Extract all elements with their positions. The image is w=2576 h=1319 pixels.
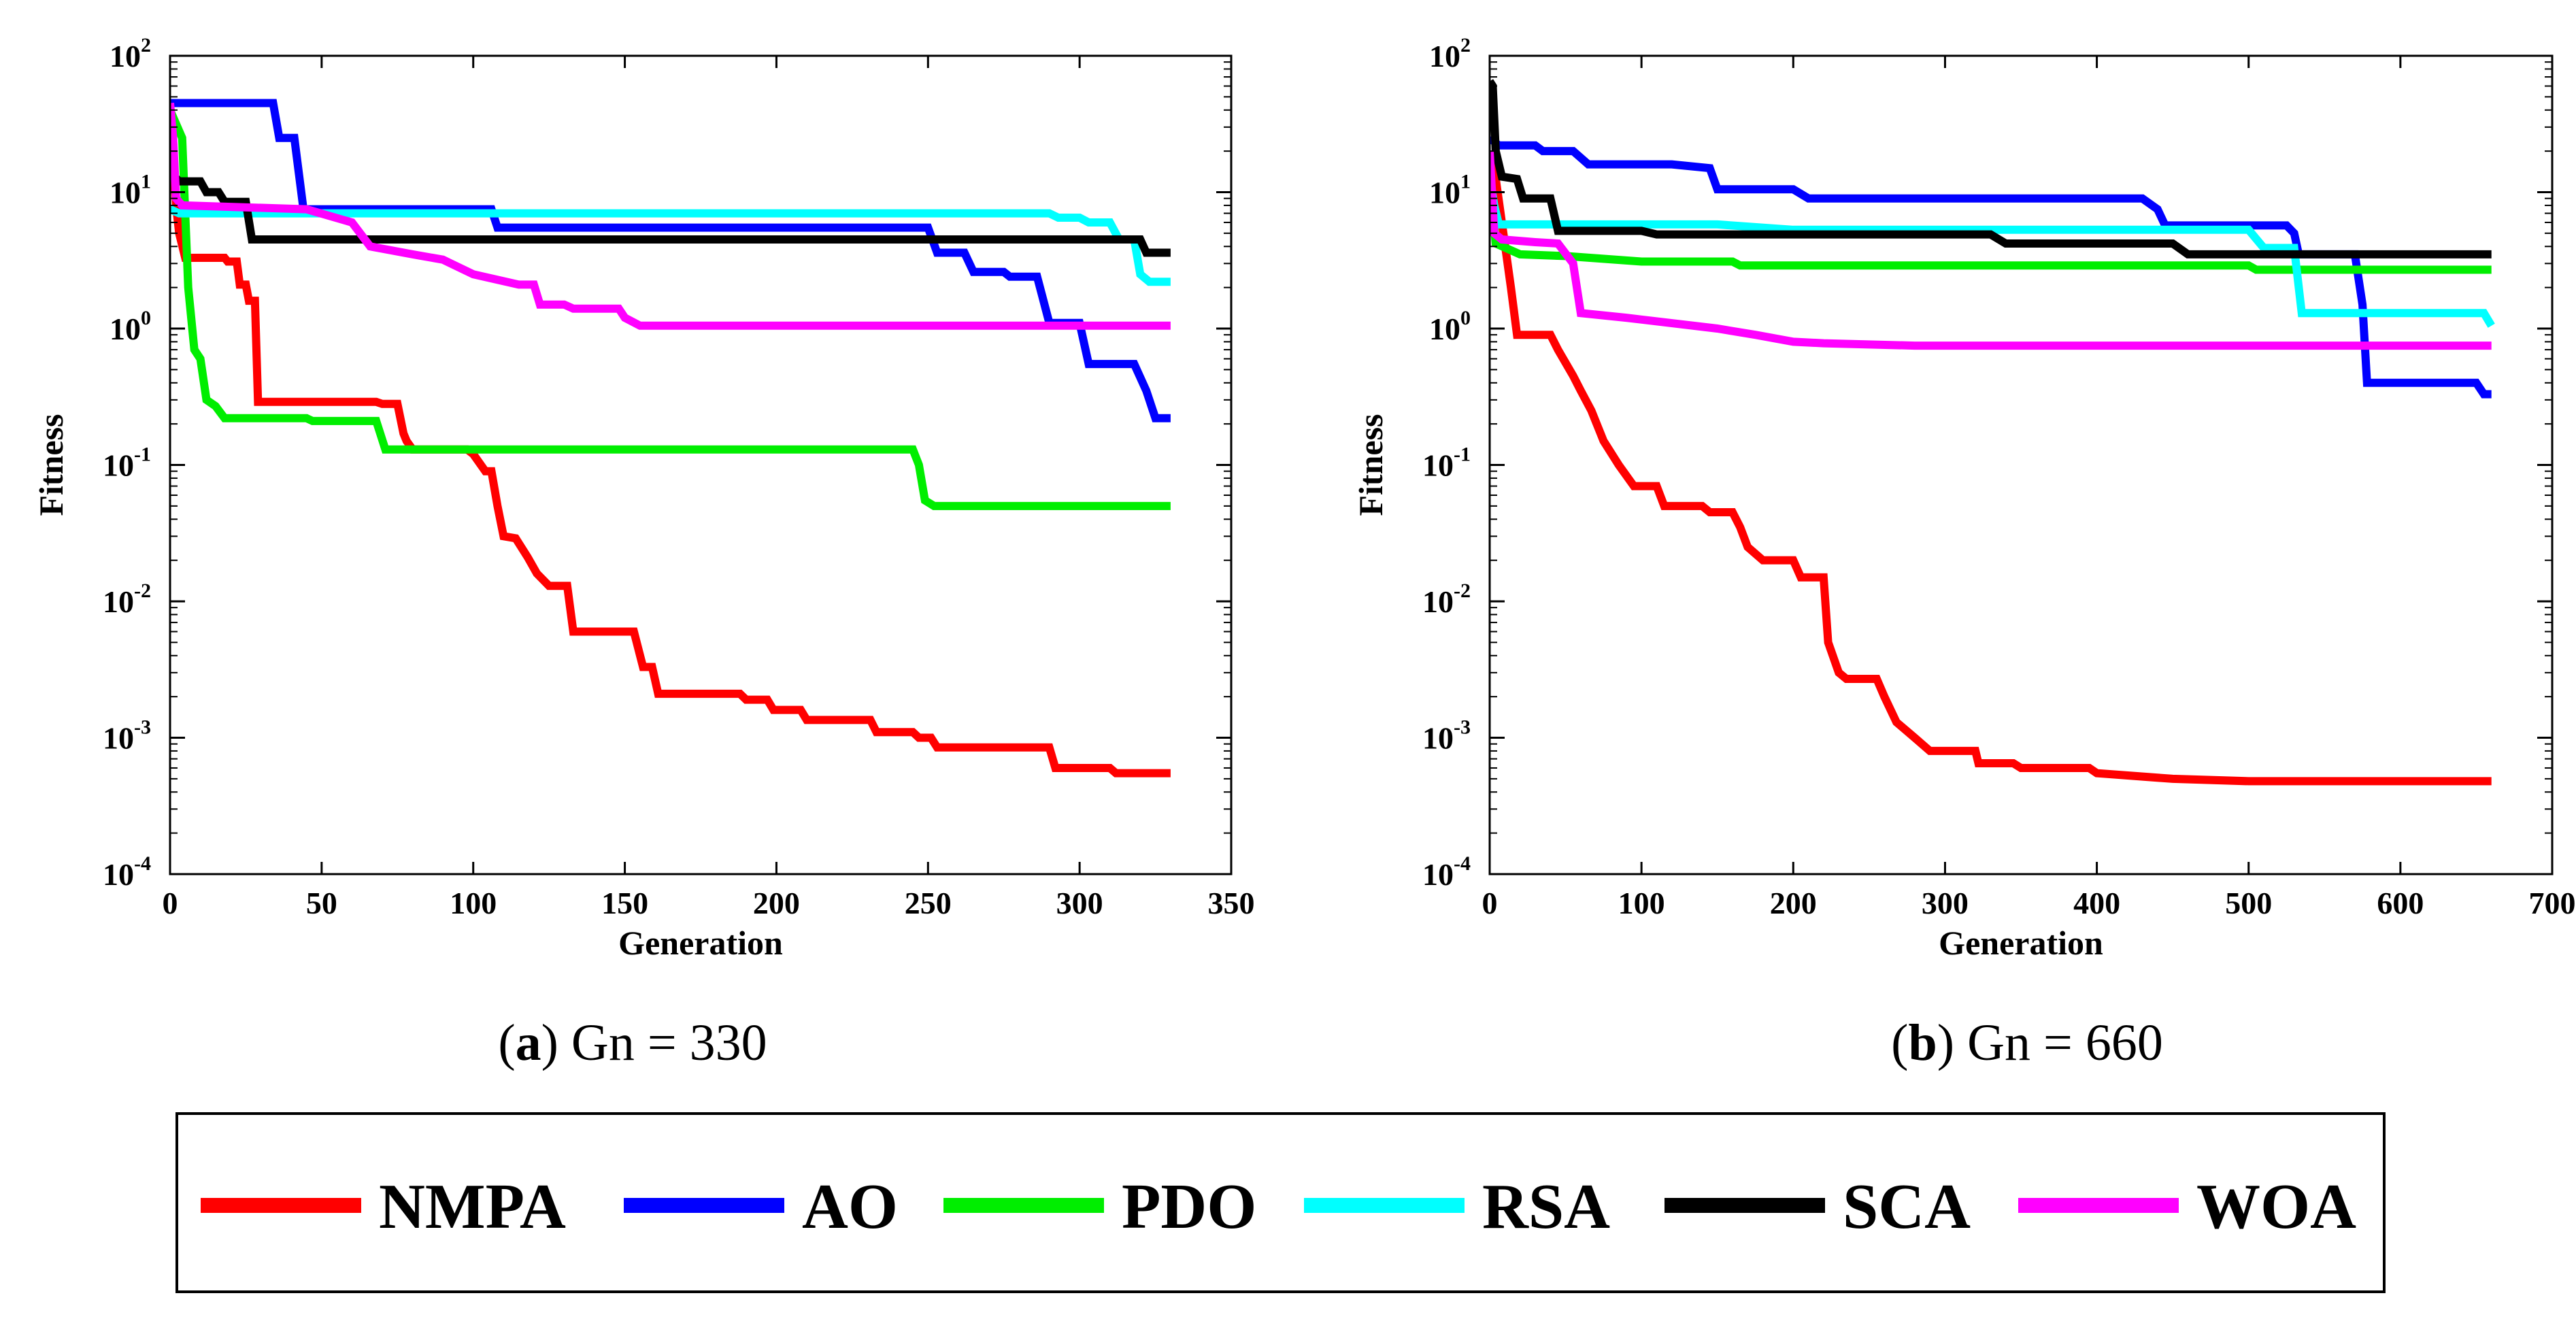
legend-label-pdo: PDO — [1122, 1171, 1256, 1242]
legend-label-ao: AO — [802, 1171, 898, 1242]
legend-label-sca: SCA — [1843, 1171, 1971, 1242]
series-line-nmpa — [170, 103, 1171, 778]
x-tick-label: 250 — [905, 886, 952, 920]
legend-label-woa: WOA — [2196, 1171, 2356, 1242]
x-tick-label: 500 — [2225, 886, 2272, 920]
x-tick-label: 200 — [753, 886, 800, 920]
y-tick-label: 100 — [110, 307, 151, 346]
x-tick-label: 300 — [1922, 886, 1969, 920]
y-tick-label: 10-4 — [1422, 852, 1471, 892]
x-axis-label: Generation — [1939, 924, 2103, 962]
plot-area — [170, 56, 1231, 874]
y-tick-label: 100 — [1429, 307, 1471, 346]
series-line-nmpa — [1490, 150, 2492, 786]
series-line-pdo — [170, 108, 1171, 510]
legend: NMPA AO PDO RSA SCA WOA — [175, 1112, 2386, 1293]
x-tick-label: 700 — [2529, 886, 2576, 920]
series-line-woa — [170, 102, 1171, 330]
x-tick-label: 600 — [2377, 886, 2424, 920]
series-line-pdo — [1490, 181, 2492, 274]
legend-label-rsa: RSA — [1482, 1171, 1610, 1242]
legend-box — [175, 1112, 2386, 1293]
y-tick-label: 101 — [110, 171, 151, 210]
series-line-sca — [170, 169, 1171, 257]
y-tick-label: 10-3 — [1422, 716, 1471, 756]
legend-label-nmpa: NMPA — [379, 1171, 566, 1242]
x-tick-label: 50 — [306, 886, 337, 920]
y-tick-label: 102 — [1429, 34, 1471, 73]
x-tick-label: 400 — [2073, 886, 2120, 920]
x-axis-label: Generation — [618, 924, 783, 962]
y-tick-label: 10-3 — [103, 716, 151, 756]
series-group — [170, 99, 1171, 778]
series-line-ao — [170, 99, 1171, 422]
panel-a: 0 50 100 150 200 250 300 350 102 101 100 10-1 10-2 10… — [32, 34, 1255, 1071]
x-tick-label: 350 — [1208, 886, 1255, 920]
panel-b: 0 100 200 300 400 500 600 700 102 101 100 10-1 10-2 1… — [1352, 34, 2576, 1071]
x-tick-label: 150 — [601, 886, 648, 920]
y-axis-label: Fitness — [1352, 414, 1390, 516]
y-tick-label: 10-1 — [103, 444, 151, 483]
series-line-woa — [1490, 150, 2492, 350]
series-line-rsa — [170, 205, 1171, 286]
y-tick-label: 10-4 — [103, 852, 151, 892]
y-tick-label: 101 — [1429, 171, 1471, 210]
plot-area — [1490, 56, 2552, 874]
panel-caption: (a) Gn = 330 — [498, 1014, 767, 1071]
x-tick-label: 100 — [450, 886, 497, 920]
y-tick-label: 10-2 — [1422, 580, 1471, 619]
x-tick-label: 100 — [1618, 886, 1665, 920]
y-tick-label: 102 — [110, 34, 151, 73]
series-line-ao — [1490, 135, 2492, 399]
x-tick-label: 0 — [163, 886, 178, 920]
y-tick-label: 10-1 — [1422, 444, 1471, 483]
x-tick-label: 300 — [1056, 886, 1103, 920]
panel-caption: (b) Gn = 660 — [1891, 1014, 2163, 1071]
series-group — [1490, 79, 2495, 786]
x-tick-label: 200 — [1770, 886, 1817, 920]
y-axis-label: Fitness — [32, 414, 70, 516]
y-tick-label: 10-2 — [103, 580, 151, 619]
series-line-sca — [1490, 79, 2492, 258]
x-tick-label: 0 — [1482, 886, 1498, 920]
